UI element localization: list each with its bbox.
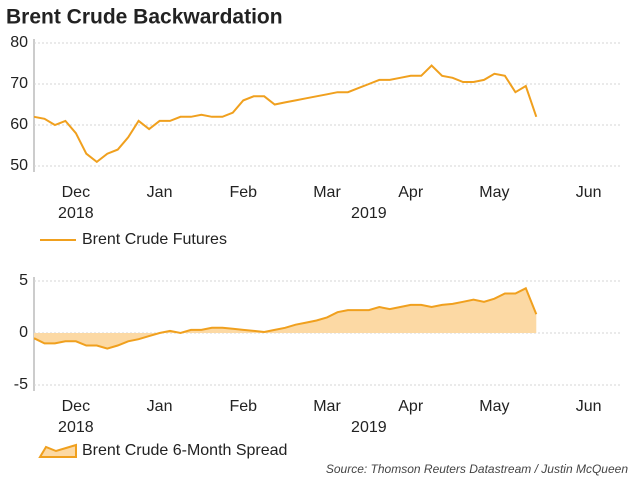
- x-tick-label: Feb: [229, 398, 257, 415]
- x-tick-label: Jan: [147, 398, 173, 415]
- x-tick-label: Apr: [398, 184, 424, 201]
- chart-title: Brent Crude Backwardation: [6, 6, 283, 29]
- x-year-label: 2018: [58, 419, 94, 436]
- source: Source: Thomson Reuters Datastream / Jus…: [326, 462, 628, 476]
- x-tick-label: Jun: [576, 184, 602, 201]
- legend-label: Brent Crude Futures: [82, 231, 227, 248]
- x-year-label: 2019: [351, 419, 387, 436]
- y-tick-label: 0: [19, 324, 28, 341]
- x-year-label: 2019: [351, 205, 387, 222]
- x-tick-label: Jan: [147, 184, 173, 201]
- x-tick-label: Feb: [229, 184, 257, 201]
- y-tick-label: -5: [14, 376, 28, 393]
- x-tick-label: Apr: [398, 398, 424, 415]
- line: [33, 64, 538, 164]
- x-tick-label: Dec: [62, 398, 90, 415]
- x-tick-label: Dec: [62, 184, 90, 201]
- y-tick-label: 50: [10, 157, 28, 174]
- area: [34, 288, 537, 349]
- y-tick-label: 70: [10, 75, 28, 92]
- x-tick-label: Jun: [576, 398, 602, 415]
- legend-label: Brent Crude 6-Month Spread: [82, 442, 287, 459]
- x-year-label: 2018: [58, 205, 94, 222]
- y-tick-label: 80: [10, 34, 28, 51]
- y-tick-label: 5: [19, 272, 28, 289]
- y-tick-label: 60: [10, 116, 28, 133]
- legend-swatch: [38, 443, 77, 458]
- x-tick-label: Mar: [313, 398, 341, 415]
- line: [33, 286, 538, 350]
- x-tick-label: Mar: [313, 184, 341, 201]
- x-tick-label: May: [479, 184, 509, 201]
- x-tick-label: May: [479, 398, 509, 415]
